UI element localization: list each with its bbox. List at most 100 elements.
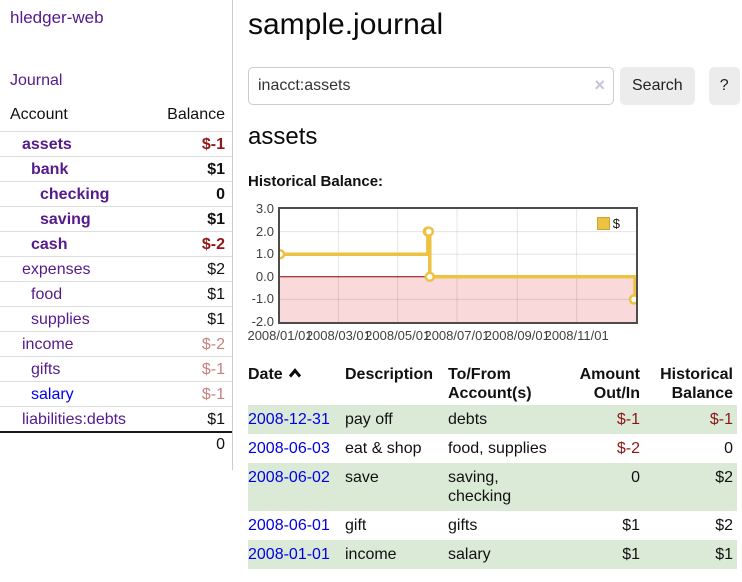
account-heading: assets xyxy=(248,123,318,150)
account-cell: income xyxy=(0,331,154,357)
account-row: cash $-2 xyxy=(0,231,232,257)
register-description-cell: gift xyxy=(345,517,367,534)
account-balance: $-1 xyxy=(153,356,232,382)
account-link-checking[interactable]: checking xyxy=(40,186,110,203)
register-balance-cell: $1 xyxy=(640,540,737,569)
account-cell: gifts xyxy=(0,356,154,382)
chart-title: Historical Balance: xyxy=(248,173,384,190)
register-table: Date Description To/From Account(s) Amou… xyxy=(248,363,737,569)
x-axis-tick-label: 2008/05/01 xyxy=(365,328,431,343)
sidebar: hledger-web Journal Account Balance asse… xyxy=(0,0,233,470)
account-cell: assets xyxy=(0,131,154,157)
transaction-date-link[interactable]: 2008-06-03 xyxy=(248,440,330,457)
account-balance: $1 xyxy=(153,306,232,332)
account-cell: supplies xyxy=(0,306,154,332)
account-link-gifts[interactable]: gifts xyxy=(31,361,61,378)
account-link-food[interactable]: food xyxy=(31,286,63,303)
account-balance: $-2 xyxy=(153,231,232,257)
transaction-date-link[interactable]: 2008-06-01 xyxy=(248,517,330,534)
register-tbody: 2008-12-31 pay off debts $-1 $-1 2008-06-03 ea… xyxy=(248,405,737,569)
register-row: 2008-06-02 save saving, checking 0 $2 xyxy=(248,463,737,511)
register-description-cell: save xyxy=(345,463,448,511)
chart-legend: $ xyxy=(596,216,620,231)
transaction-date-link[interactable]: 2008-01-01 xyxy=(248,546,330,563)
y-axis-tick-label: 2.0 xyxy=(255,223,274,239)
register-header-amount: Amount Out/In xyxy=(579,366,640,402)
register-row: 2008-06-01 gift gifts $1 $2 xyxy=(248,511,737,540)
sort-ascending-chevron-up-icon xyxy=(288,368,301,378)
account-link-assets[interactable]: assets xyxy=(22,136,72,153)
register-accounts-cell: food, supplies xyxy=(448,440,547,457)
register-date-cell: 2008-06-03 xyxy=(248,434,345,463)
account-cell: bank xyxy=(0,156,154,182)
register-date-cell: 2008-12-31 xyxy=(248,405,345,434)
sidebar-item-journal[interactable]: Journal xyxy=(10,72,63,89)
register-description-cell: income xyxy=(345,540,448,569)
account-balance: $1 xyxy=(153,156,232,182)
y-axis-tick-label: -2.0 xyxy=(251,314,274,329)
account-row: saving $1 xyxy=(0,206,232,232)
register-accounts-cell: salary xyxy=(448,540,564,569)
accounts-tbody: assets $-1 bank $1 checking 0 saving $1 cash $-2 e… xyxy=(0,131,232,432)
register-balance-cell: $2 xyxy=(715,517,733,534)
account-row: gifts $-1 xyxy=(0,356,232,382)
register-accounts-cell: saving, checking xyxy=(448,463,564,511)
sidebar-nav: Journal xyxy=(10,72,232,90)
register-header-row: Date Description To/From Account(s) Amou… xyxy=(248,363,737,405)
account-link-cash[interactable]: cash xyxy=(31,236,68,253)
accounts-table: Account Balance assets $-1 bank $1 checking 0… xyxy=(0,106,232,456)
account-cell: expenses xyxy=(0,256,154,282)
search-button[interactable]: Search xyxy=(620,67,695,105)
account-row: liabilities:debts $1 xyxy=(0,406,232,432)
account-link-expenses[interactable]: expenses xyxy=(22,261,91,278)
register-header-description: Description xyxy=(345,366,434,383)
search-input[interactable] xyxy=(248,67,614,105)
y-axis-tick-label: 3.0 xyxy=(255,201,274,216)
register-header-balance: Historical Balance xyxy=(660,366,733,402)
x-axis-tick-label: 2008/09/01 xyxy=(484,328,550,343)
transaction-date-link[interactable]: 2008-12-31 xyxy=(248,411,330,428)
legend-label: $ xyxy=(612,216,620,231)
x-axis-tick-label: 2008/07/01 xyxy=(424,328,490,343)
accounts-header-balance: Balance xyxy=(167,106,225,123)
account-link-bank[interactable]: bank xyxy=(31,161,69,178)
register-header-accounts: To/From Account(s) xyxy=(448,366,532,402)
register-amount-cell: $-1 xyxy=(564,405,640,434)
help-button[interactable]: ? xyxy=(708,67,740,105)
register-description-cell: pay off xyxy=(345,405,448,434)
account-row: food $1 xyxy=(0,281,232,307)
account-cell: cash xyxy=(0,231,154,257)
x-axis-tick-label: 2008/01/01 xyxy=(247,328,313,343)
account-balance: $-1 xyxy=(153,381,232,407)
transaction-date-link[interactable]: 2008-06-02 xyxy=(248,469,330,486)
chart-plot[interactable]: $ xyxy=(278,207,638,324)
main-content: sample.journal × Search ? assets Histori… xyxy=(247,0,742,569)
brand-link[interactable]: hledger-web xyxy=(10,8,104,27)
register-amount-cell: $-2 xyxy=(616,440,640,457)
register-description-cell: eat & shop xyxy=(345,440,422,457)
account-row: expenses $2 xyxy=(0,256,232,282)
account-row: income $-2 xyxy=(0,331,232,357)
account-link-liabilities-debts[interactable]: liabilities:debts xyxy=(22,411,127,428)
account-link-supplies[interactable]: supplies xyxy=(31,311,90,328)
search-box: × xyxy=(248,67,614,105)
accounts-total-spacer xyxy=(0,431,154,456)
account-link-salary[interactable]: salary xyxy=(31,386,74,403)
y-axis-tick-label: -1.0 xyxy=(251,291,274,307)
account-balance: $1 xyxy=(153,281,232,307)
account-link-income[interactable]: income xyxy=(22,336,74,353)
accounts-total-value: 0 xyxy=(153,431,232,456)
clear-search-icon[interactable]: × xyxy=(594,75,605,95)
account-balance: $1 xyxy=(153,406,232,432)
historical-balance-chart: $ 3.0 2.0 1.0 0.0 -1.0 -2.0 2008/01/01 2008/03/… xyxy=(247,202,742,345)
accounts-header-account: Account xyxy=(10,106,68,123)
register-amount-cell: $1 xyxy=(622,517,640,534)
account-balance: $-1 xyxy=(153,131,232,157)
x-axis-tick-label: 2008/11/01 xyxy=(544,328,609,343)
page-title: sample.journal xyxy=(248,8,444,41)
account-cell: liabilities:debts xyxy=(0,406,154,432)
account-link-saving[interactable]: saving xyxy=(40,211,91,228)
y-axis-tick-label: 1.0 xyxy=(255,246,274,262)
chart-canvas xyxy=(280,209,636,322)
register-header-date[interactable]: Date xyxy=(248,363,345,405)
